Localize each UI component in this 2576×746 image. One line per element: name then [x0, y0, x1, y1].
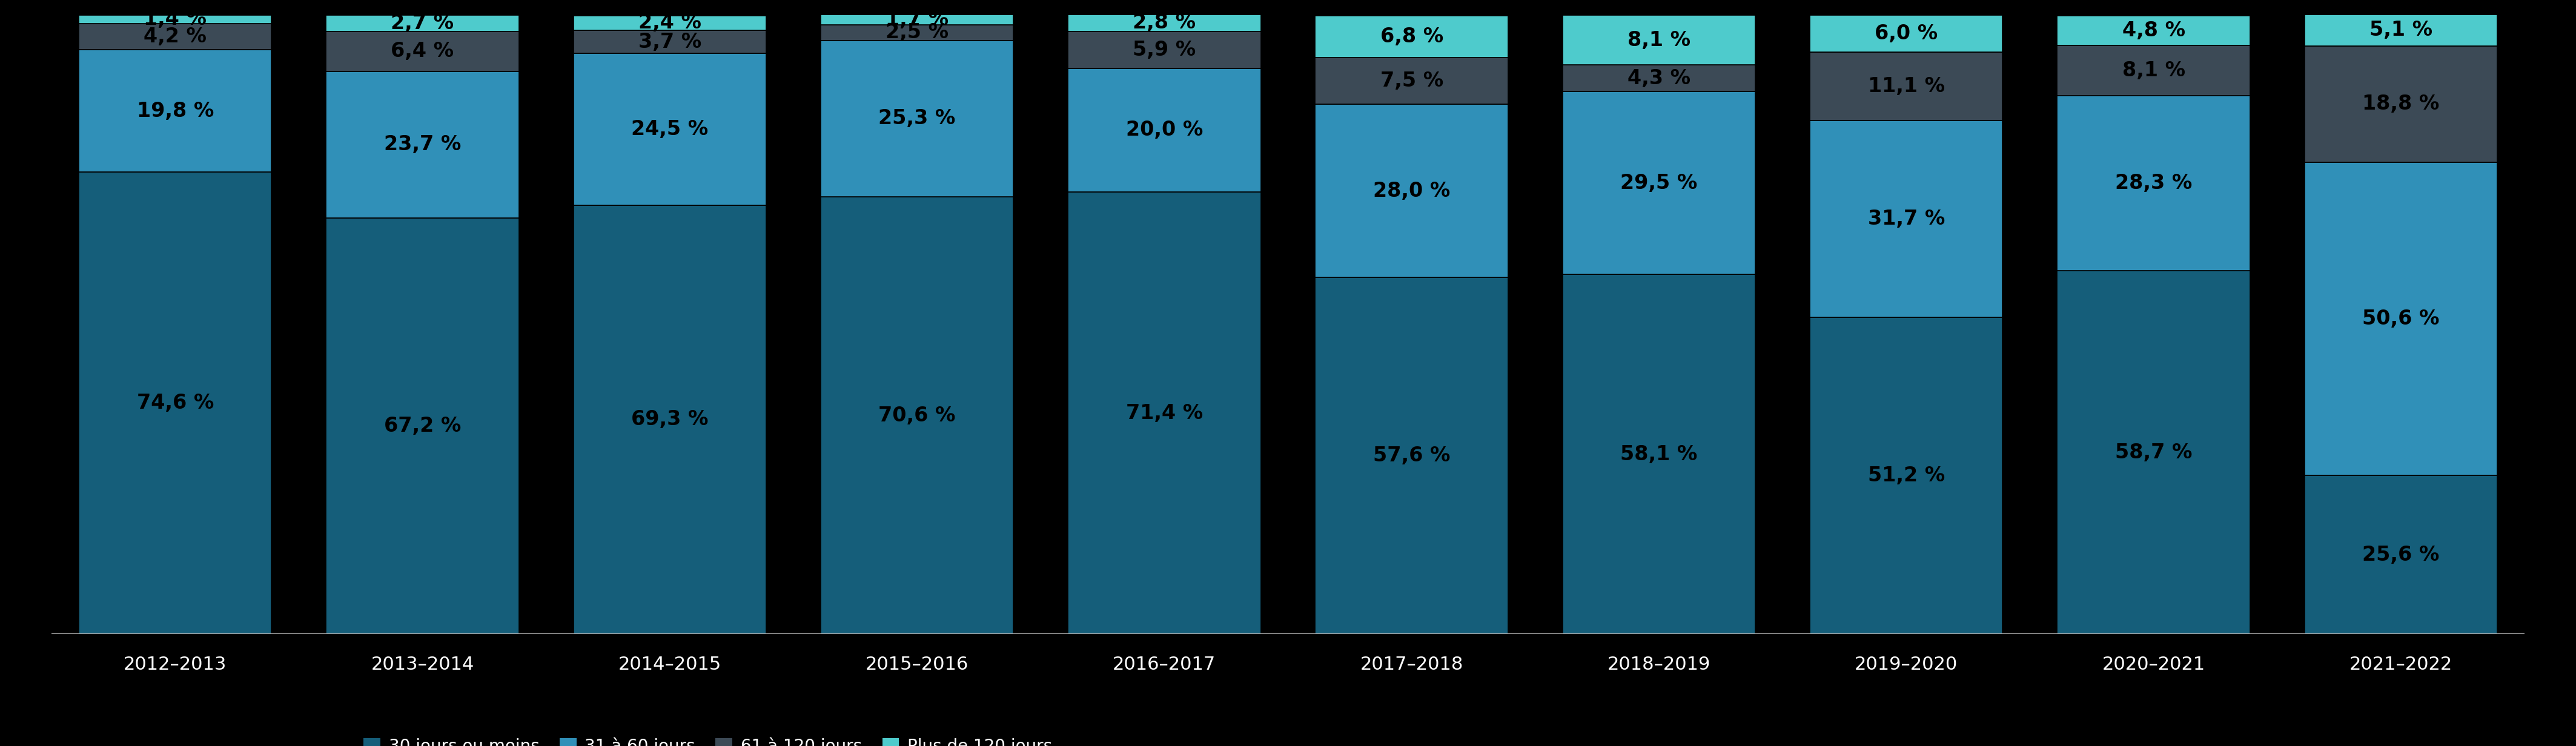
Bar [1069, 31, 1260, 68]
Text: 2019–2020: 2019–2020 [1855, 656, 1958, 674]
Bar [1316, 104, 1507, 278]
Bar [1316, 57, 1507, 104]
Text: 11,1 %: 11,1 % [1868, 76, 1945, 96]
Bar [327, 15, 518, 31]
Text: 58,1 %: 58,1 % [1620, 444, 1698, 464]
Text: 1,7 %: 1,7 % [886, 10, 948, 30]
Text: 2014–2015: 2014–2015 [618, 656, 721, 674]
Text: 29,5 %: 29,5 % [1620, 173, 1698, 193]
Text: 5,9 %: 5,9 % [1133, 40, 1195, 60]
Text: 8,1 %: 8,1 % [2123, 60, 2184, 81]
Bar [80, 15, 270, 24]
Bar [327, 72, 518, 218]
Bar [1316, 16, 1507, 57]
Text: 50,6 %: 50,6 % [2362, 309, 2439, 329]
Bar [574, 31, 765, 53]
Text: 4,3 %: 4,3 % [1628, 69, 1690, 88]
Bar [80, 49, 270, 172]
Text: 2018–2019: 2018–2019 [1607, 656, 1710, 674]
Text: 8,1 %: 8,1 % [1628, 30, 1690, 50]
Bar [1811, 15, 2002, 52]
Text: 6,0 %: 6,0 % [1875, 24, 1937, 43]
Text: 67,2 %: 67,2 % [384, 416, 461, 436]
Bar [1069, 14, 1260, 31]
Text: 25,3 %: 25,3 % [878, 109, 956, 128]
Bar [822, 40, 1012, 197]
Bar [327, 31, 518, 72]
Bar [1811, 121, 2002, 317]
Bar [2058, 95, 2249, 271]
Text: 2,7 %: 2,7 % [392, 13, 453, 34]
Bar [1564, 275, 1754, 634]
Text: 2013–2014: 2013–2014 [371, 656, 474, 674]
Bar [2058, 16, 2249, 46]
Bar [2306, 14, 2496, 46]
Text: 6,4 %: 6,4 % [392, 42, 453, 61]
Text: 71,4 %: 71,4 % [1126, 403, 1203, 423]
Text: 2015–2016: 2015–2016 [866, 656, 969, 674]
Bar [327, 218, 518, 634]
Text: 20,0 %: 20,0 % [1126, 120, 1203, 140]
Text: 58,7 %: 58,7 % [2115, 442, 2192, 463]
Bar [80, 24, 270, 49]
Legend: 30 jours ou moins, 31 à 60 jours, 61 à 120 jours, Plus de 120 jours: 30 jours ou moins, 31 à 60 jours, 61 à 1… [355, 730, 1059, 746]
Bar [2306, 163, 2496, 476]
Text: 2020–2021: 2020–2021 [2102, 656, 2205, 674]
Bar [1564, 15, 1754, 65]
Text: 25,6 %: 25,6 % [2362, 545, 2439, 565]
Text: 5,1 %: 5,1 % [2370, 20, 2432, 40]
Bar [1564, 92, 1754, 275]
Text: 4,2 %: 4,2 % [144, 27, 206, 46]
Text: 4,8 %: 4,8 % [2123, 20, 2184, 40]
Text: 3,7 %: 3,7 % [639, 32, 701, 51]
Text: 18,8 %: 18,8 % [2362, 94, 2439, 114]
Bar [2306, 476, 2496, 634]
Text: 31,7 %: 31,7 % [1868, 209, 1945, 229]
Text: 70,6 %: 70,6 % [878, 406, 956, 425]
Bar [1811, 52, 2002, 121]
Bar [574, 16, 765, 31]
Bar [1811, 317, 2002, 634]
Text: 57,6 %: 57,6 % [1373, 446, 1450, 466]
Text: 23,7 %: 23,7 % [384, 134, 461, 154]
Text: 2012–2013: 2012–2013 [124, 656, 227, 674]
Text: 74,6 %: 74,6 % [137, 393, 214, 413]
Bar [822, 14, 1012, 25]
Text: 2,4 %: 2,4 % [639, 13, 701, 33]
Text: 28,0 %: 28,0 % [1373, 181, 1450, 201]
Bar [2058, 46, 2249, 95]
Text: 28,3 %: 28,3 % [2115, 173, 2192, 193]
Text: 1,4 %: 1,4 % [144, 9, 206, 29]
Text: 2017–2018: 2017–2018 [1360, 656, 1463, 674]
Text: 51,2 %: 51,2 % [1868, 466, 1945, 486]
Text: 2,5 %: 2,5 % [886, 22, 948, 43]
Bar [822, 25, 1012, 40]
Text: 6,8 %: 6,8 % [1381, 27, 1443, 46]
Text: 2016–2017: 2016–2017 [1113, 656, 1216, 674]
Bar [1316, 278, 1507, 634]
Bar [1069, 192, 1260, 634]
Text: 2,8 %: 2,8 % [1133, 13, 1195, 33]
Bar [822, 197, 1012, 634]
Text: 24,5 %: 24,5 % [631, 119, 708, 140]
Bar [2306, 46, 2496, 163]
Bar [2058, 271, 2249, 634]
Bar [1564, 65, 1754, 92]
Bar [574, 53, 765, 205]
Text: 7,5 %: 7,5 % [1381, 71, 1443, 91]
Bar [80, 172, 270, 634]
Text: 69,3 %: 69,3 % [631, 410, 708, 430]
Text: 2021–2022: 2021–2022 [2349, 656, 2452, 674]
Text: 19,8 %: 19,8 % [137, 101, 214, 121]
Bar [574, 205, 765, 634]
Bar [1069, 68, 1260, 192]
